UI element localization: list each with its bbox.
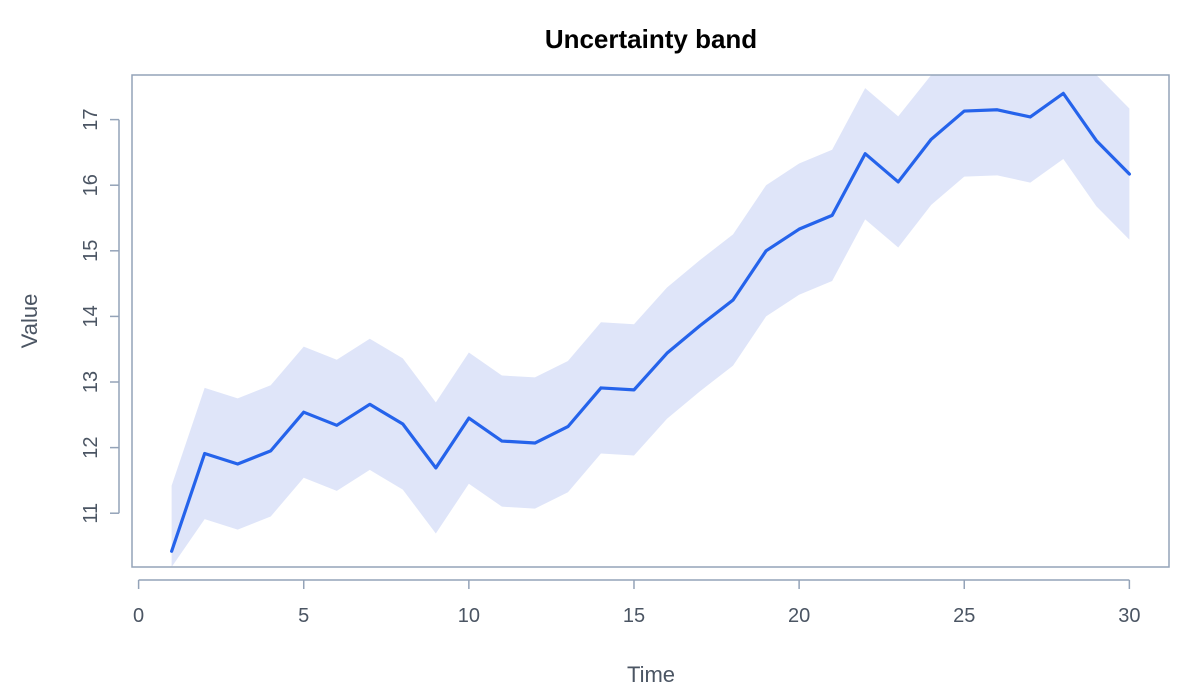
data-point (433, 465, 438, 470)
uncertainty-band (171, 75, 1130, 567)
data-point (301, 410, 306, 415)
data-point (598, 385, 603, 390)
data-point (863, 151, 868, 156)
x-tick-label: 0 (133, 605, 144, 627)
data-point (235, 462, 240, 467)
data-point (499, 439, 504, 444)
x-tick-label: 15 (623, 605, 645, 627)
data-point (367, 402, 372, 407)
data-point (764, 248, 769, 253)
data-point (268, 448, 273, 453)
data-point (896, 179, 901, 184)
y-tick-label: 17 (80, 108, 102, 130)
y-axis-label: Value (17, 294, 42, 349)
data-point (1094, 138, 1099, 143)
data-point (830, 213, 835, 218)
data-point (631, 387, 636, 392)
data-point (797, 227, 802, 232)
y-axis: 11 12 13 14 15 16 17 (80, 108, 120, 524)
x-tick-label: 30 (1118, 605, 1140, 627)
data-point (466, 416, 471, 421)
series-line (170, 91, 1131, 553)
x-axis: 0 5 10 15 20 25 30 (133, 579, 1140, 627)
data-point (929, 137, 934, 142)
plot-frame (131, 74, 1170, 568)
data-point (400, 421, 405, 426)
data-point (169, 549, 174, 554)
data-point (962, 109, 967, 114)
y-tick-label: 12 (80, 436, 102, 458)
data-point (532, 441, 537, 446)
y-tick-label: 16 (80, 174, 102, 196)
x-tick-label: 5 (298, 605, 309, 627)
data-point (565, 424, 570, 429)
data-point (995, 107, 1000, 112)
data-point (731, 298, 736, 303)
y-tick-label: 15 (80, 240, 102, 262)
y-tick-label: 13 (80, 371, 102, 393)
y-tick-label: 14 (80, 305, 102, 327)
chart-title: Uncertainty band (545, 24, 757, 54)
data-point (1127, 172, 1132, 177)
plot-area (169, 75, 1132, 567)
x-axis-label: Time (627, 662, 675, 687)
x-tick-label: 10 (458, 605, 480, 627)
y-tick-label: 11 (80, 503, 102, 524)
data-point (1028, 114, 1033, 119)
data-point (202, 451, 207, 456)
data-point (334, 423, 339, 428)
x-tick-label: 25 (953, 605, 975, 627)
x-tick-label: 20 (788, 605, 810, 627)
data-point (665, 351, 670, 356)
data-point (698, 323, 703, 328)
data-point (1061, 91, 1066, 96)
